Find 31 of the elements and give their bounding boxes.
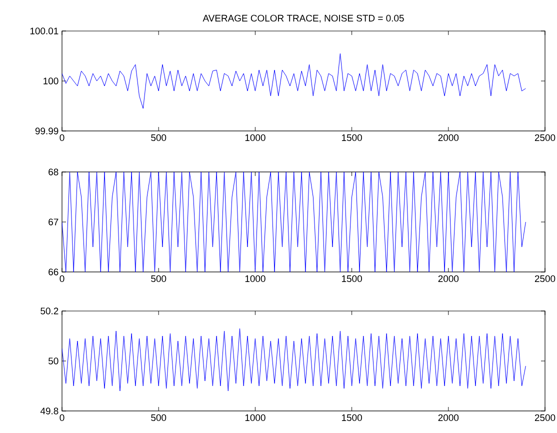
chart-title: AVERAGE COLOR TRACE, NOISE STD = 0.05 xyxy=(202,14,404,23)
x-tick-label: 2000 xyxy=(438,275,459,282)
y-tick-label: 100 xyxy=(44,78,58,84)
x-tick-label: 0 xyxy=(60,414,64,422)
line-series xyxy=(62,172,526,272)
x-tick-label: 0 xyxy=(60,134,64,142)
x-tick-label: 500 xyxy=(151,414,166,422)
line-series xyxy=(62,328,526,392)
y-tick-label: 99.99 xyxy=(35,128,58,134)
x-tick-label: 1000 xyxy=(245,134,266,142)
x-tick-label: 2500 xyxy=(534,414,556,422)
x-tick-label: 1000 xyxy=(245,275,266,282)
y-tick-label: 50 xyxy=(48,358,58,364)
x-tick-label: 1500 xyxy=(342,414,362,422)
x-tick-label: 2000 xyxy=(438,414,459,422)
x-tick-label: 1500 xyxy=(342,134,362,142)
x-tick-label: 2000 xyxy=(438,134,459,142)
x-tick-label: 500 xyxy=(151,134,166,142)
y-tick-label: 100.01 xyxy=(30,28,58,34)
y-tick-label: 67 xyxy=(48,218,58,226)
x-tick-label: 0 xyxy=(60,275,64,282)
y-tick-label: 66 xyxy=(48,268,58,276)
y-tick-label: 49.8 xyxy=(40,408,58,414)
y-tick-label: 68 xyxy=(48,168,58,176)
x-tick-label: 1500 xyxy=(342,275,362,282)
x-tick-label: 500 xyxy=(151,275,166,282)
x-tick-label: 2500 xyxy=(534,275,556,282)
x-tick-label: 1000 xyxy=(245,414,266,422)
line-series xyxy=(62,53,526,109)
y-tick-label: 50.2 xyxy=(40,308,58,314)
x-tick-label: 2500 xyxy=(534,134,556,142)
